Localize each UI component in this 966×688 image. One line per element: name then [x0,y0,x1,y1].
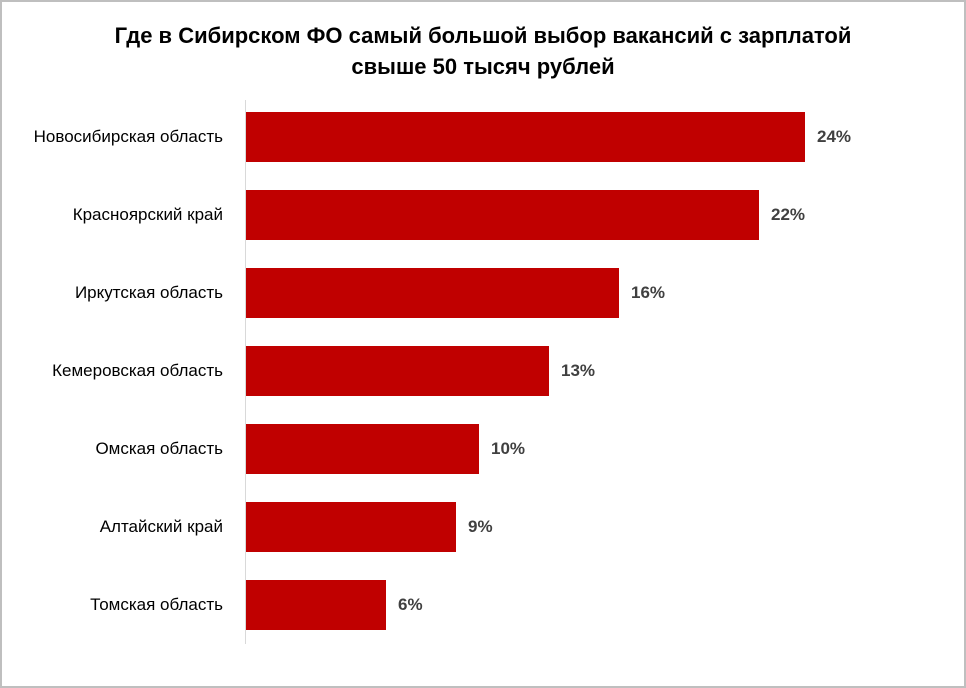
value-label: 16% [631,283,666,303]
chart-row: Омская область 10% [2,410,964,488]
category-label: Новосибирская область [33,127,223,147]
value-label: 10% [491,439,526,459]
category-label: Томская область [90,595,223,615]
chart-row: Иркутская область 16% [2,254,964,332]
plot-area: Новосибирская область 24% Красноярский кра… [2,98,964,646]
category-label: Алтайский край [99,517,223,537]
category-label: Омская область [95,439,223,459]
value-label: 24% [817,127,852,147]
category-label: Иркутская область [74,283,223,303]
category-label: Красноярский край [72,205,223,225]
chart-row: Томская область 6% [2,566,964,644]
chart-row: Новосибирская область 24% [2,98,964,176]
bar-rows: Новосибирская область 24% Красноярский кра… [2,98,964,646]
value-label: 6% [398,595,423,615]
chart-title: Где в Сибирском ФО самый большой выбор в… [114,23,852,80]
bar [246,502,456,553]
y-axis-line [245,100,246,645]
bar [246,424,479,475]
bar [246,190,759,241]
value-label: 9% [468,517,493,537]
value-label: 13% [561,361,596,381]
chart-row: Кемеровская область 13% [2,332,964,410]
bar [246,112,805,163]
chart-row: Алтайский край 9% [2,488,964,566]
bar [246,580,386,631]
bar [246,268,619,319]
bar [246,346,549,397]
chart-row: Красноярский край 22% [2,176,964,254]
category-label: Кемеровская область [52,361,223,381]
value-label: 22% [771,205,806,225]
